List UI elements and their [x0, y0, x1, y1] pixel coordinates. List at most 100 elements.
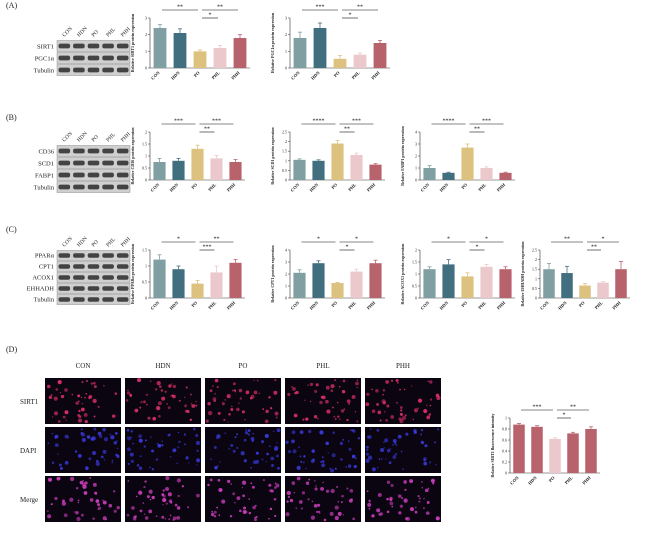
cell	[151, 495, 155, 500]
x-tick-label: PHL	[211, 70, 221, 80]
cell	[311, 500, 314, 503]
cell	[397, 382, 399, 384]
cell	[117, 447, 119, 450]
bar	[229, 262, 242, 298]
cell	[142, 502, 145, 504]
y-tick-label: 0.4	[502, 449, 507, 454]
significance-label: **	[214, 237, 220, 243]
cell	[420, 433, 423, 436]
cell	[378, 458, 381, 460]
cell	[309, 382, 314, 387]
cell	[269, 507, 273, 511]
cell	[232, 492, 236, 496]
cell	[92, 398, 97, 404]
cell	[365, 402, 370, 407]
x-tick-label: PHH	[226, 182, 237, 193]
y-tick-label: 3	[145, 16, 147, 21]
cell	[287, 392, 291, 396]
y-axis-label: Relative EHHADH protein expression	[520, 241, 525, 307]
panel-label: (A)	[6, 1, 17, 10]
y-tick-label: 1.5	[142, 142, 147, 147]
cell	[437, 428, 440, 431]
cell	[164, 390, 167, 393]
y-tick-label: 0.5	[412, 284, 417, 289]
cell	[401, 497, 404, 500]
cell	[276, 428, 281, 433]
cell	[400, 409, 403, 412]
cell	[371, 467, 376, 472]
blot-band	[102, 253, 114, 258]
y-tick-label: 1	[145, 264, 147, 269]
cell	[409, 507, 415, 512]
cell	[62, 415, 66, 419]
cell	[403, 498, 408, 503]
cell	[291, 430, 296, 435]
cell	[410, 385, 413, 387]
significance-label: **	[474, 127, 480, 133]
cell	[307, 498, 310, 501]
x-tick-label: PHH	[230, 70, 241, 81]
cell	[317, 503, 321, 507]
cell	[264, 433, 269, 439]
bar	[172, 269, 185, 298]
cell	[189, 393, 192, 396]
cell	[231, 389, 234, 392]
cell	[184, 404, 188, 408]
cell	[78, 400, 80, 402]
cell	[195, 440, 201, 446]
x-tick-label: PHH	[370, 70, 381, 81]
cell	[426, 511, 430, 515]
cell	[239, 509, 242, 513]
cell	[245, 429, 247, 431]
cell	[221, 402, 225, 406]
protein-label: FABP1	[35, 172, 54, 179]
cell	[287, 450, 292, 454]
cell	[132, 442, 135, 445]
cell	[356, 379, 359, 381]
cell	[151, 468, 155, 471]
x-tick-label: HDN	[527, 475, 538, 486]
cell	[84, 396, 86, 399]
x-tick-label: PHH	[226, 300, 237, 311]
cell	[157, 443, 162, 448]
cell	[256, 379, 259, 382]
cell	[54, 496, 58, 501]
bar	[585, 429, 597, 473]
blot-band	[116, 184, 129, 190]
cell	[296, 465, 301, 470]
cell	[156, 442, 159, 445]
cell	[196, 493, 200, 498]
cell	[329, 511, 334, 516]
cell	[77, 501, 80, 504]
cell	[63, 513, 68, 518]
cell	[239, 397, 242, 400]
cell	[351, 395, 356, 399]
cell	[266, 452, 269, 456]
x-tick-label: PHL	[347, 182, 357, 192]
cell	[167, 433, 171, 437]
image-row-label: SIRT1	[20, 398, 39, 406]
cell	[377, 492, 382, 497]
bar	[293, 38, 307, 68]
cell	[254, 518, 257, 522]
bar	[313, 28, 327, 68]
cell	[264, 419, 269, 424]
cell	[235, 391, 237, 393]
y-tick-label: 0.5	[142, 280, 147, 285]
cell	[184, 396, 186, 399]
cell	[383, 438, 389, 443]
x-tick-label: HDN	[310, 70, 321, 81]
cell	[95, 461, 100, 466]
cell	[274, 378, 277, 382]
cell	[230, 444, 234, 448]
y-axis-label: Relative PPARα protein expression	[130, 243, 135, 304]
cell	[165, 487, 169, 491]
cell	[398, 417, 402, 421]
cell	[177, 446, 180, 449]
cell	[80, 513, 84, 517]
cell	[162, 503, 164, 506]
cell	[379, 447, 385, 453]
cell	[305, 481, 310, 485]
cell	[345, 466, 348, 468]
blot-band	[116, 43, 129, 49]
